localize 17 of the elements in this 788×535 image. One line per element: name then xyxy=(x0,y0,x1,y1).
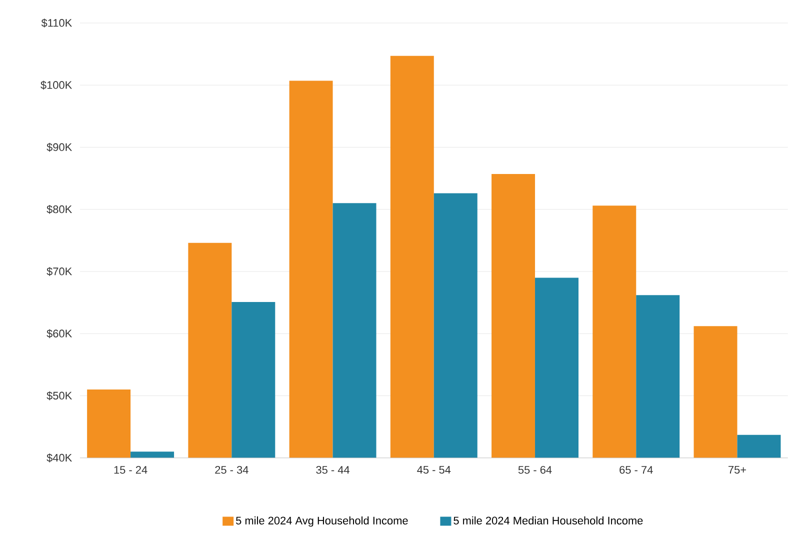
y-tick-label: $90K xyxy=(46,142,72,152)
y-tick-label: $40K xyxy=(46,454,72,462)
x-tick-label: 55 - 64 xyxy=(518,466,552,474)
y-tick-label: $70K xyxy=(46,267,72,276)
y-tick-label: $110K xyxy=(41,18,72,28)
y-tick-label: $80K xyxy=(46,205,72,214)
x-tick-label: 15 - 24 xyxy=(114,466,148,474)
x-tick-label: 45 - 54 xyxy=(417,466,451,474)
y-tick-label: $60K xyxy=(46,329,72,338)
legend-label: 5 mile 2024 Median Household Income xyxy=(454,516,643,525)
x-tick-label: 75+ xyxy=(728,466,746,474)
legend-label: 5 mile 2024 Avg Household Income xyxy=(236,516,408,527)
x-tick-label: 35 - 44 xyxy=(316,466,350,474)
y-tick-label: $100K xyxy=(40,80,72,90)
x-tick-label: 65 - 74 xyxy=(620,466,653,474)
y-tick-label: $50K xyxy=(46,391,72,400)
x-tick-label: 25 - 34 xyxy=(215,466,248,474)
